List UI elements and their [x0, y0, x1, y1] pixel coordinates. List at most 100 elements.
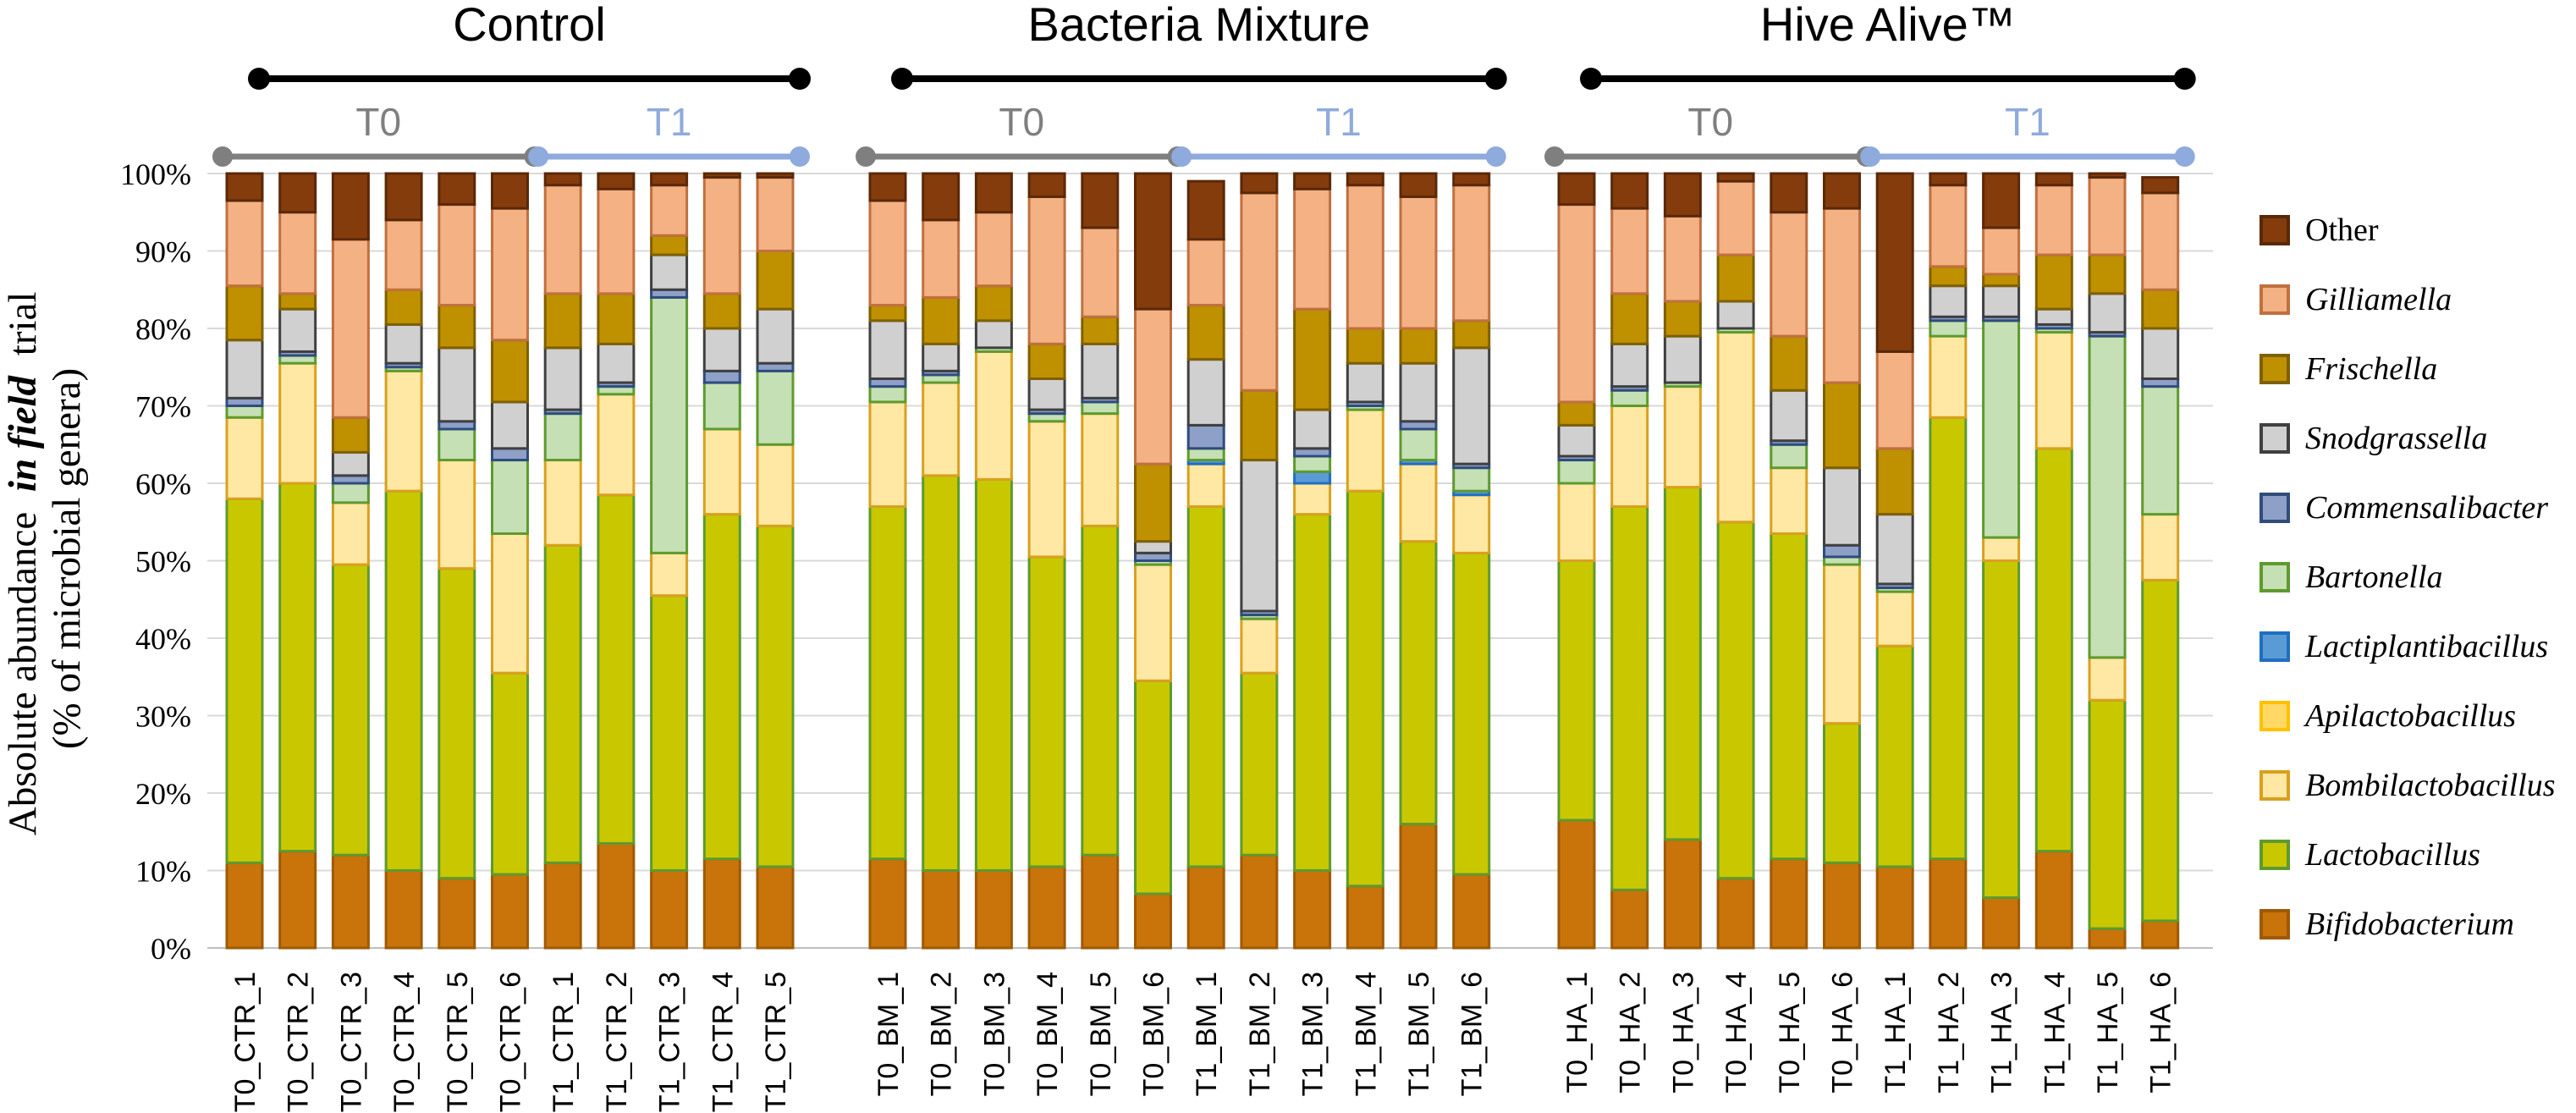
legend-swatch	[2260, 770, 2290, 801]
x-tick-label: T0_BM_3	[978, 972, 1010, 1096]
x-tick-label: T0_CTR_5	[442, 972, 474, 1112]
bar-segment-bombilactobacillus	[702, 427, 741, 516]
legend: Other Gilliamella Frischella Snodgrassella C…	[2260, 212, 2556, 942]
bar-segment-bombilactobacillus	[1982, 536, 2021, 562]
x-tick-label: T0_BM_6	[1138, 972, 1170, 1096]
bar-segment-other	[1610, 172, 1649, 210]
bar-segment-frischella	[2141, 288, 2180, 330]
bar-segment-other	[278, 172, 317, 214]
bar-segment-bombilactobacillus	[1716, 331, 1755, 524]
bar-segment-commensalibacter	[1823, 543, 1861, 559]
y-tick-label: 0%	[151, 932, 191, 966]
legend-swatch	[2260, 631, 2290, 662]
legend-item: Bifidobacterium	[2260, 906, 2514, 942]
bar-segment-bombilactobacillus	[1875, 590, 1914, 647]
bar-segment-frischella	[868, 304, 907, 322]
bar-segment-frischella	[1929, 265, 1968, 288]
bar-segment-gilliamella	[1240, 191, 1279, 392]
bar-segment-bifidobacterium	[1452, 873, 1491, 950]
bar-segment-bombilactobacillus	[974, 350, 1013, 481]
bar-segment-bartonella	[438, 427, 476, 462]
bar-segment-bombilactobacillus	[1399, 462, 1438, 543]
bar-segment-other	[1081, 172, 1120, 229]
bar-segment-snodgrassella	[278, 307, 317, 353]
bar-segment-snodgrassella	[702, 327, 741, 372]
bar-segment-gilliamella	[1186, 238, 1225, 307]
legend-item: Apilactobacillus	[2260, 698, 2516, 734]
bar-segment-snodgrassella	[1557, 423, 1596, 458]
t1-label: T1	[647, 100, 692, 144]
bar-segment-snodgrassella	[384, 322, 423, 365]
bar-segment-gilliamella	[1610, 207, 1649, 295]
bar-segment-bombilactobacillus	[1823, 563, 1861, 725]
bar-stack	[650, 172, 689, 950]
bar-stack	[1929, 172, 1968, 950]
bar-segment-lactobacillus	[1610, 504, 1649, 891]
bar-segment-frischella	[1134, 462, 1172, 543]
bar-stack	[438, 172, 476, 950]
bar-segment-bombilactobacillus	[597, 393, 636, 497]
bar-segment-snodgrassella	[1823, 466, 1861, 547]
bar-segment-gilliamella	[1929, 184, 1968, 268]
bar-stack	[1716, 172, 1755, 950]
bar-segment-other	[384, 172, 423, 222]
bar-segment-lactobacillus	[1081, 524, 1120, 857]
bar-stack	[974, 172, 1013, 950]
t1-bracket-end	[528, 146, 549, 167]
x-tick-label: T0_CTR_3	[335, 972, 367, 1112]
x-tick-label: T1_BM_6	[1456, 972, 1489, 1096]
bar-segment-bombilactobacillus	[225, 416, 264, 500]
bar-segment-bifidobacterium	[384, 869, 423, 950]
bar-segment-other	[1823, 172, 1861, 210]
legend-swatch	[2260, 493, 2290, 523]
bar-segment-frischella	[543, 292, 582, 350]
bar-segment-lactobacillus	[702, 513, 741, 861]
bar-segment-bartonella	[543, 412, 582, 462]
t1-bracket-end	[1171, 146, 1192, 167]
bar-segment-snodgrassella	[922, 342, 960, 372]
bar-segment-bombilactobacillus	[2088, 656, 2127, 702]
bar-segment-gilliamella	[1770, 211, 1808, 338]
bar-segment-bifidobacterium	[974, 869, 1013, 950]
bar-segment-bifidobacterium	[1240, 853, 1279, 950]
bar-segment-gilliamella	[1346, 184, 1384, 330]
legend-swatch	[2260, 423, 2290, 454]
bar-segment-snodgrassella	[1875, 513, 1914, 586]
bar-segment-snodgrassella	[650, 253, 689, 291]
bar-segment-gilliamella	[922, 218, 960, 299]
legend-item: Gilliamella	[2260, 282, 2452, 317]
bar-segment-snodgrassella	[1663, 334, 1702, 384]
bar-segment-snodgrassella	[331, 450, 370, 477]
bar-segment-bifidobacterium	[2088, 927, 2127, 950]
bar-segment-lactobacillus	[1716, 521, 1755, 880]
bar-segment-other	[438, 172, 476, 207]
legend-label: Bombilactobacillus	[2305, 768, 2556, 803]
bar-segment-bombilactobacillus	[650, 551, 689, 598]
bar-segment-snodgrassella	[1293, 408, 1332, 450]
bar-segment-snodgrassella	[974, 319, 1013, 350]
legend-swatch	[2260, 284, 2290, 315]
bar-segment-bifidobacterium	[1823, 861, 1861, 950]
bar-segment-snodgrassella	[438, 346, 476, 423]
bar-segment-other	[1346, 172, 1384, 187]
group-bracket-end	[2173, 68, 2196, 90]
bar-segment-gilliamella	[384, 218, 423, 291]
bar-segment-other	[756, 172, 795, 179]
bar-segment-bombilactobacillus	[1134, 563, 1172, 682]
x-tick-label: T0_CTR_2	[283, 972, 315, 1112]
x-tick-label: T1_CTR_2	[601, 972, 633, 1112]
group-title: Bacteria Mixture	[1028, 0, 1371, 51]
bar-segment-bombilactobacillus	[543, 459, 582, 547]
bar-stack	[384, 172, 423, 950]
y-tick-label: 40%	[135, 622, 191, 656]
x-tick-label: T0_HA_3	[1667, 972, 1699, 1094]
y-tick-label: 30%	[135, 700, 191, 734]
bar-segment-gilliamella	[702, 176, 741, 295]
bar-segment-frischella	[1610, 292, 1649, 345]
legend-label: Gilliamella	[2305, 282, 2452, 317]
bar-segment-frischella	[1081, 315, 1120, 345]
legend-swatch	[2260, 701, 2290, 731]
bar-segment-frischella	[384, 288, 423, 326]
bar-segment-bartonella	[225, 405, 264, 419]
bar-segment-gilliamella	[1399, 195, 1438, 330]
